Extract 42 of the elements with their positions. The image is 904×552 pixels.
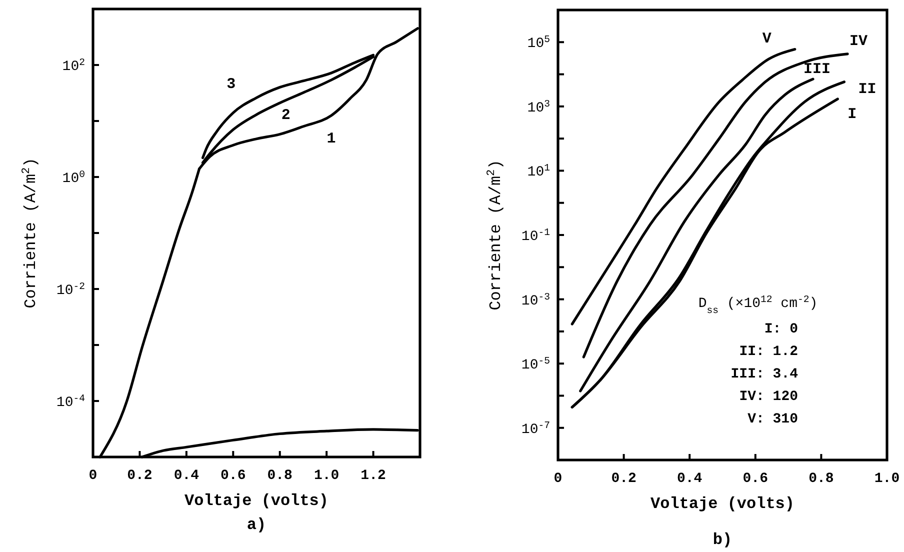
series-label: 1: [326, 130, 336, 148]
text: b): [712, 531, 732, 549]
x-tick-label: 0.8: [808, 471, 834, 487]
x-tick-label: 0.4: [174, 468, 200, 484]
x-axis-title: Voltaje (volts): [650, 495, 795, 513]
x-tick-label: 0.4: [676, 471, 702, 487]
y-tick-label: 10$^{0}$: [62, 168, 86, 187]
x-tick-label: 1.2: [360, 468, 386, 484]
y-tick-label: 10$^{-5}$: [521, 355, 550, 374]
series-label: IV: [850, 32, 868, 50]
y-tick-label: 10$^{5}$: [527, 34, 550, 52]
x-tick-label: 0.2: [127, 468, 152, 484]
annotation: III: 3.4: [730, 366, 798, 382]
annotation: II: 1.2: [739, 344, 798, 360]
x-axis-title: Voltaje (volts): [184, 492, 329, 510]
series-label: II: [858, 80, 876, 98]
series-label: I: [848, 106, 857, 124]
y-tick-label: 10$^{-2}$: [56, 280, 86, 299]
annotation: V: 310: [748, 412, 798, 428]
annotation: IV: 120: [739, 389, 798, 405]
text: a): [246, 516, 266, 534]
x-tick-label: 0.2: [611, 471, 636, 487]
x-tick-label: 0.8: [267, 468, 292, 484]
series-label: III: [803, 61, 830, 78]
y-tick-label: 10$^{-7}$: [521, 419, 550, 438]
annotation: I: 0: [764, 322, 798, 338]
x-tick-label: 1.0: [314, 468, 340, 484]
series-label: 2: [281, 106, 290, 124]
x-tick-label: 0: [554, 471, 562, 487]
series-label: 3: [226, 76, 236, 93]
x-tick-label: 0.6: [220, 468, 246, 484]
y-tick-label: 10$^{-4}$: [56, 392, 86, 411]
x-tick-label: 1.0: [874, 471, 900, 487]
x-tick-label: 0: [88, 468, 98, 484]
annotation: D$_{ss}$ (×10$^{12}$ cm$^{-2}$): [698, 294, 818, 316]
y-tick-label: 10$^{1}$: [527, 162, 550, 181]
x-tick-label: 0.6: [742, 471, 768, 487]
y-tick-label: 10$^{-3}$: [521, 290, 550, 310]
series-label: V: [762, 30, 772, 48]
y-tick-label: 10$^{2}$: [62, 56, 86, 75]
y-tick-label: 10$^{-1}$: [521, 226, 550, 245]
y-tick-label: 10$^{3}$: [527, 98, 550, 116]
